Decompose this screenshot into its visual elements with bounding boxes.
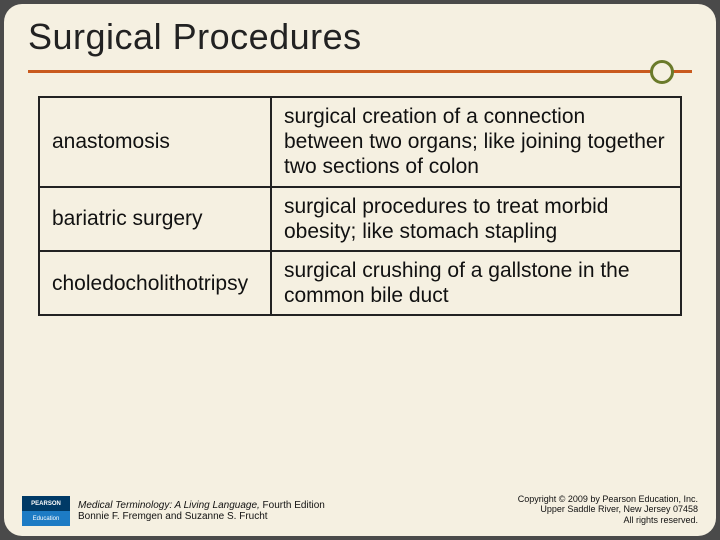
- copyright-line: Upper Saddle River, New Jersey 07458: [518, 504, 698, 515]
- copyright: Copyright © 2009 by Pearson Education, I…: [518, 494, 698, 526]
- footer-left: PEARSON Education Medical Terminology: A…: [22, 496, 325, 526]
- table-row: choledocholithotripsy surgical crushing …: [39, 251, 681, 315]
- definition-cell: surgical crushing of a gallstone in the …: [271, 251, 681, 315]
- term-cell: anastomosis: [39, 97, 271, 187]
- logo-top-text: PEARSON: [22, 496, 70, 511]
- definition-cell: surgical creation of a connection betwee…: [271, 97, 681, 187]
- table-row: anastomosis surgical creation of a conne…: [39, 97, 681, 187]
- pearson-logo-icon: PEARSON Education: [22, 496, 70, 526]
- table-row: bariatric surgery surgical procedures to…: [39, 187, 681, 251]
- logo-bottom-text: Education: [22, 511, 70, 526]
- copyright-line: All rights reserved.: [518, 515, 698, 526]
- slide: Surgical Procedures anastomosis surgical…: [4, 4, 716, 536]
- copyright-line: Copyright © 2009 by Pearson Education, I…: [518, 494, 698, 505]
- term-cell: bariatric surgery: [39, 187, 271, 251]
- term-cell: choledocholithotripsy: [39, 251, 271, 315]
- decorative-circle-icon: [650, 60, 674, 84]
- definitions-table: anastomosis surgical creation of a conne…: [38, 96, 682, 316]
- book-info: Medical Terminology: A Living Language, …: [78, 500, 325, 523]
- book-authors: Bonnie F. Fremgen and Suzanne S. Frucht: [78, 511, 325, 523]
- title-underline: [28, 70, 692, 73]
- book-title-italic: Medical Terminology: A Living Language,: [78, 500, 260, 511]
- page-title: Surgical Procedures: [28, 16, 362, 58]
- definition-cell: surgical procedures to treat morbid obes…: [271, 187, 681, 251]
- book-edition: Fourth Edition: [260, 500, 325, 511]
- footer: PEARSON Education Medical Terminology: A…: [22, 494, 698, 526]
- book-title: Medical Terminology: A Living Language, …: [78, 500, 325, 512]
